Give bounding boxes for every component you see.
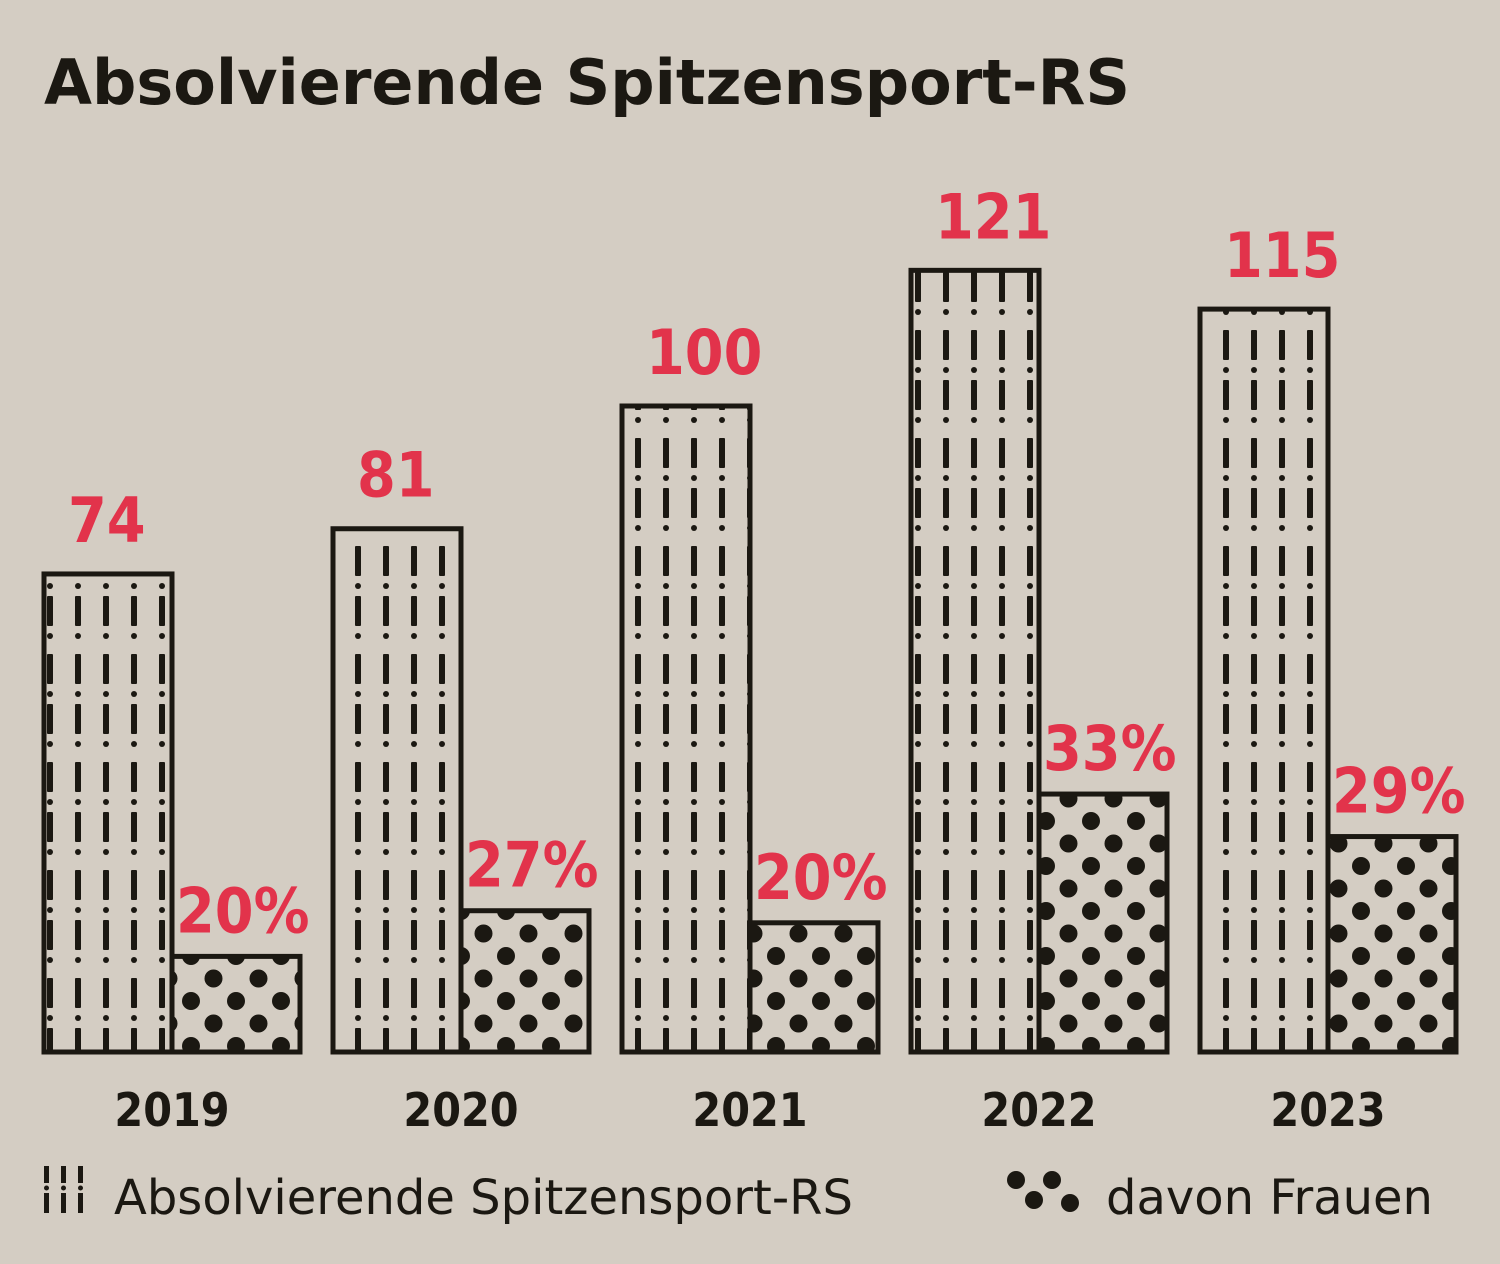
- bar-women-2022: [1036, 791, 1170, 1055]
- value-label-women-2019: 20%: [176, 874, 310, 947]
- bar-total-2020: [330, 526, 464, 1055]
- value-label-total-2022: 121: [935, 180, 1051, 253]
- legend: Absolvierende Spitzensport-RS davon Frau…: [44, 1166, 1433, 1226]
- bar-total-2019: [41, 571, 175, 1055]
- value-label-total-2019: 74: [68, 484, 146, 557]
- legend-label-total: Absolvierende Spitzensport-RS: [114, 1170, 853, 1226]
- value-label-total-2021: 100: [646, 316, 762, 389]
- value-label-total-2020: 81: [357, 439, 435, 512]
- year-label-2019: 2019: [114, 1083, 229, 1137]
- year-label-2020: 2020: [403, 1083, 518, 1137]
- year-label-2023: 2023: [1270, 1083, 1385, 1137]
- value-label-women-2023: 29%: [1332, 755, 1466, 828]
- year-label-2021: 2021: [692, 1083, 807, 1137]
- bar-women-2020: [458, 908, 592, 1055]
- value-label-women-2022: 33%: [1043, 712, 1177, 785]
- legend-swatch-women: [1007, 1171, 1079, 1212]
- bar-total-2021: [619, 403, 753, 1055]
- legend-swatch-total: [44, 1166, 83, 1213]
- value-label-women-2020: 27%: [465, 829, 599, 902]
- bar-women-2019: [169, 953, 303, 1055]
- bar-total-2023: [1197, 306, 1331, 1055]
- legend-label-women: davon Frauen: [1106, 1170, 1433, 1226]
- bar-total-2022: [908, 267, 1042, 1055]
- value-label-total-2023: 115: [1224, 219, 1340, 292]
- bar-women-2021: [747, 920, 881, 1055]
- bars-layer: [41, 267, 1459, 1055]
- value-label-women-2021: 20%: [754, 841, 888, 914]
- bar-women-2023: [1325, 834, 1459, 1055]
- chart-title: Absolvierende Spitzensport-RS: [44, 46, 1130, 119]
- year-label-2022: 2022: [981, 1083, 1096, 1137]
- labels-layer: 74 20% 2019 81 27% 2020 100 20% 2021 121 33% 2022 11…: [68, 180, 1466, 1137]
